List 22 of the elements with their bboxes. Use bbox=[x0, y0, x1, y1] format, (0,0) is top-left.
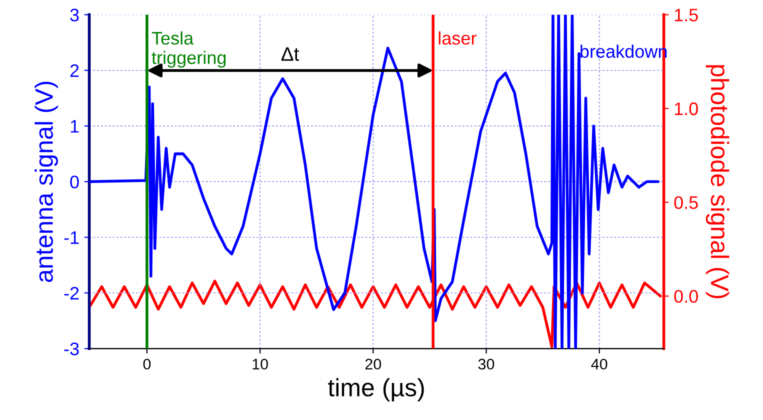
y-tick-label: -2 bbox=[64, 286, 79, 300]
y-tick-label: 1 bbox=[70, 120, 79, 133]
x-tick-label: 20 bbox=[365, 358, 382, 370]
x-tick-label: 30 bbox=[478, 358, 494, 370]
y2-axis-title: photodiode signal (V) bbox=[706, 65, 730, 298]
ref-line-label: Tesla triggering bbox=[152, 31, 226, 68]
y2-tick-label: 1.0 bbox=[674, 102, 698, 116]
y-tick-label: 3 bbox=[70, 8, 79, 22]
x-axis-title: time (µs) bbox=[328, 378, 424, 402]
y2-tick-label: 1.5 bbox=[674, 8, 698, 22]
y-tick-label: -1 bbox=[64, 231, 79, 244]
y-axis-title: antenna signal (V) bbox=[34, 82, 58, 282]
y-tick-label: -3 bbox=[64, 342, 79, 356]
ref-line-label: laser bbox=[438, 31, 476, 45]
annotation: Δt bbox=[281, 47, 300, 61]
y-tick-label: 0 bbox=[70, 176, 79, 188]
x-tick-label: 0 bbox=[143, 358, 151, 370]
y-tick-label: 2 bbox=[70, 64, 79, 77]
y2-tick-label: 0.0 bbox=[674, 290, 698, 303]
x-tick-label: 40 bbox=[591, 358, 608, 370]
y2-tick-label: 0.5 bbox=[674, 196, 698, 210]
x-tick-label: 10 bbox=[252, 358, 268, 370]
